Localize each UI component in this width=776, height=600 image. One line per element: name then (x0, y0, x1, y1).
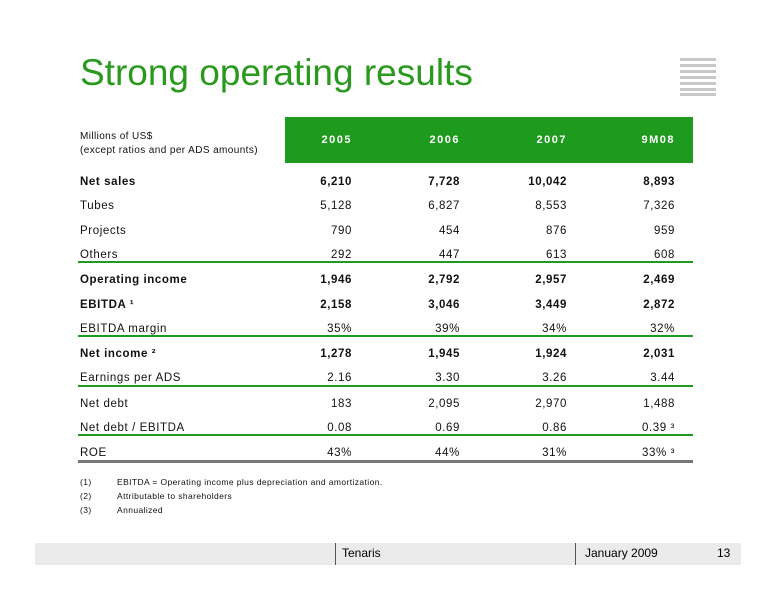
logo-stripes (680, 58, 716, 96)
cell-value: 8,553 (535, 200, 567, 213)
cell-value: 2,158 (320, 298, 352, 311)
footer-page: 13 (717, 546, 731, 560)
cell-value: 5,128 (320, 200, 352, 213)
column-header: 2007 (536, 134, 567, 146)
unit-label: Millions of US$ (80, 131, 153, 142)
row-separator (78, 261, 693, 264)
footer-date: January 2009 (585, 546, 658, 560)
footnote-text: EBITDA = Operating income plus depreciat… (117, 477, 383, 487)
footer-divider (335, 543, 336, 565)
cell-value: 44% (435, 447, 460, 460)
cell-value: 43% (327, 447, 352, 460)
row-label: Operating income (80, 274, 188, 287)
cell-value: 35% (327, 322, 352, 335)
row-separator (78, 459, 693, 463)
cell-value: 7,326 (643, 200, 675, 213)
cell-value: 6,210 (320, 176, 352, 188)
cell-value: 2,095 (428, 397, 460, 410)
cell-value: 1,924 (535, 348, 567, 361)
row-label: EBITDA ¹ (80, 298, 135, 311)
column-header: 2005 (321, 134, 352, 146)
cell-value: 3.30 (435, 372, 460, 385)
cell-value: 454 (439, 224, 460, 237)
column-header: 9M08 (641, 134, 675, 146)
cell-value: 1,946 (320, 274, 352, 287)
row-label: Projects (80, 224, 127, 237)
cell-value: 33% ³ (641, 447, 675, 460)
cell-value: 183 (331, 397, 352, 410)
cell-value: 1,945 (428, 348, 460, 361)
row-separator (78, 335, 693, 338)
cell-value: 3,449 (535, 298, 567, 311)
cell-value: 2,469 (643, 274, 675, 287)
cell-value: 608 (654, 248, 675, 261)
slide-title: Strong operating results (80, 52, 473, 93)
cell-value: 0.39 ³ (641, 422, 675, 434)
cell-value: 8,893 (643, 176, 675, 188)
unit-label: (except ratios and per ADS amounts) (80, 145, 258, 156)
cell-value: 34% (542, 322, 567, 335)
row-label: Net sales (80, 176, 136, 188)
cell-value: 7,728 (428, 176, 460, 188)
cell-value: 3,046 (428, 298, 460, 311)
cell-value: 447 (439, 248, 460, 261)
footnote-text: Annualized (117, 505, 164, 515)
cell-value: 876 (546, 224, 567, 237)
cell-value: 0.08 (327, 422, 352, 434)
cell-value: 2,872 (643, 298, 675, 311)
cell-value: 2,970 (535, 397, 567, 410)
row-label: Net debt (80, 397, 129, 410)
footnote-mark: (3) (80, 505, 92, 515)
footnote-text: Attributable to shareholders (117, 491, 233, 501)
cell-value: 10,042 (528, 176, 567, 188)
cell-value: 31% (542, 447, 567, 460)
row-label: Earnings per ADS (80, 372, 182, 385)
row-label: Net income ² (80, 348, 157, 361)
row-label: Net debt / EBITDA (80, 422, 185, 434)
cell-value: 6,827 (428, 200, 460, 213)
cell-value: 2,031 (643, 348, 675, 361)
row-label: EBITDA margin (80, 322, 168, 335)
header-band (285, 117, 693, 163)
cell-value: 292 (331, 248, 352, 261)
cell-value: 2.16 (327, 372, 352, 385)
cell-value: 959 (654, 224, 675, 237)
column-header: 2006 (429, 134, 460, 146)
footer-bar (35, 543, 741, 565)
footer-company: Tenaris (342, 546, 381, 560)
cell-value: 1,278 (320, 348, 352, 361)
footnote-mark: (2) (80, 491, 92, 501)
row-separator (78, 384, 693, 387)
cell-value: 0.69 (435, 422, 460, 434)
footnote-mark: (1) (80, 477, 92, 487)
cell-value: 613 (546, 248, 567, 261)
row-separator (78, 434, 693, 437)
cell-value: 1,488 (643, 397, 675, 410)
cell-value: 32% (650, 322, 675, 335)
row-label: Tubes (80, 200, 115, 213)
cell-value: 0.86 (542, 422, 567, 434)
cell-value: 39% (435, 322, 460, 335)
row-label: ROE (80, 447, 107, 460)
footer-divider (575, 543, 576, 565)
cell-value: 3.44 (650, 372, 675, 385)
row-label: Others (80, 248, 119, 261)
cell-value: 790 (331, 224, 352, 237)
cell-value: 3.26 (542, 372, 567, 385)
cell-value: 2,957 (535, 274, 567, 287)
cell-value: 2,792 (428, 274, 460, 287)
